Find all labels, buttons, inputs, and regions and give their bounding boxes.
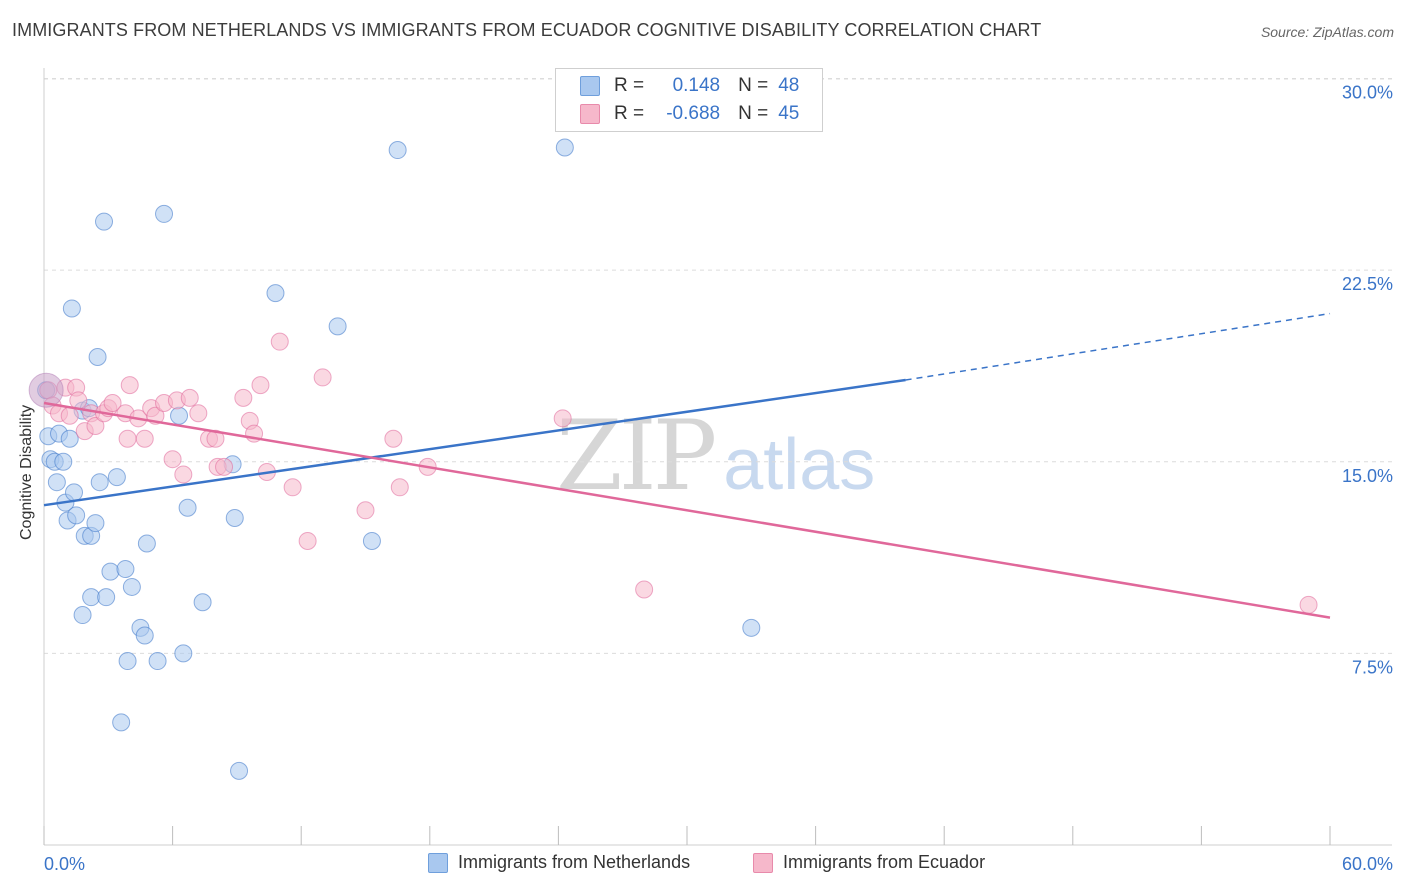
ecuador-point	[1299, 595, 1318, 614]
ecuador-point	[283, 478, 302, 497]
netherlands-point	[62, 299, 81, 318]
netherlands-point	[112, 713, 131, 732]
netherlands-point	[73, 606, 92, 625]
ecuador-point	[553, 409, 572, 428]
netherlands-point	[193, 593, 212, 612]
ecuador-point	[120, 376, 139, 395]
netherlands-point	[362, 531, 381, 550]
legend-r-label: R =	[614, 103, 645, 124]
ecuador-point	[298, 531, 317, 550]
series-legend-ecuador: Immigrants from Ecuador	[753, 852, 985, 873]
ecuador-point	[384, 429, 403, 448]
series-swatch-netherlands	[428, 852, 448, 873]
legend-n-value: 45	[778, 103, 800, 124]
ecuador-point	[215, 457, 234, 476]
y-tick-label: 7.5%	[1352, 657, 1393, 677]
netherlands-point	[135, 626, 154, 645]
netherlands-point	[555, 138, 574, 157]
series-legend: Immigrants from Netherlands Immigrants f…	[0, 852, 1406, 878]
correlation-legend: R = 0.148 N = 48 R = -0.688 N = 45	[555, 68, 823, 132]
x-tick-label: 60.0%	[1342, 854, 1393, 874]
legend-row-ecuador: R = -0.688 N = 45	[580, 102, 799, 126]
netherlands-point	[67, 506, 86, 525]
ecuador-point	[103, 393, 122, 412]
legend-swatch-netherlands	[580, 76, 600, 96]
legend-n-value: 48	[778, 75, 800, 96]
ecuador-point	[206, 429, 225, 448]
x-tick-label: 0.0%	[44, 854, 85, 874]
netherlands-point	[178, 498, 197, 517]
ecuador-point	[234, 388, 253, 407]
ecuador-point	[313, 368, 332, 387]
netherlands-point	[60, 429, 79, 448]
netherlands-point	[170, 406, 189, 425]
ecuador-point	[180, 388, 199, 407]
source-note: Source: ZipAtlas.com	[1260, 24, 1394, 40]
netherlands-point	[118, 652, 137, 671]
netherlands-point	[95, 212, 114, 231]
ecuador-point	[135, 429, 154, 448]
y-tick-label: 22.5%	[1342, 274, 1393, 294]
y-tick-label: 30.0%	[1342, 83, 1393, 103]
netherlands-point	[82, 588, 101, 607]
netherlands-point	[328, 317, 347, 336]
netherlands-point	[116, 560, 135, 579]
ecuador-point	[118, 429, 137, 448]
ecuador-point	[174, 465, 193, 484]
ecuador-point	[390, 478, 409, 497]
legend-n-label: N =	[738, 103, 769, 124]
ecuador-trend-line	[43, 401, 1331, 619]
netherlands-point	[230, 761, 249, 780]
series-swatch-ecuador	[753, 852, 773, 873]
netherlands-point	[97, 588, 116, 607]
netherlands-point	[388, 141, 407, 160]
netherlands-point	[88, 347, 107, 366]
y-tick-label: 15.0%	[1342, 466, 1393, 486]
netherlands-point	[137, 534, 156, 553]
netherlands-trend-extension	[905, 312, 1331, 381]
ecuador-point	[356, 501, 375, 520]
netherlands-point	[155, 204, 174, 223]
netherlands-point	[47, 473, 66, 492]
ecuador-point	[60, 406, 79, 425]
series-label-netherlands: Immigrants from Netherlands	[458, 852, 691, 872]
legend-n-label: N =	[738, 75, 769, 96]
netherlands-point	[65, 483, 84, 502]
netherlands-point	[742, 618, 761, 637]
legend-r-value: 0.148	[672, 75, 721, 96]
ecuador-point	[270, 332, 289, 351]
netherlands-point	[101, 562, 120, 581]
netherlands-point	[90, 473, 109, 492]
netherlands-point	[107, 468, 126, 487]
chart-title: IMMIGRANTS FROM NETHERLANDS VS IMMIGRANT…	[12, 20, 1042, 40]
legend-row-netherlands: R = 0.148 N = 48	[580, 74, 799, 98]
ecuador-point	[189, 404, 208, 423]
netherlands-point	[266, 284, 285, 303]
netherlands-point	[225, 508, 244, 527]
ecuador-point	[69, 391, 88, 410]
netherlands-point	[174, 644, 193, 663]
ecuador-point	[86, 416, 105, 435]
legend-r-label: R =	[614, 75, 645, 96]
series-label-ecuador: Immigrants from Ecuador	[783, 852, 986, 872]
ecuador-point	[251, 376, 270, 395]
ecuador-point	[163, 450, 182, 469]
ecuador-point	[635, 580, 654, 599]
overlap-cluster-point	[28, 372, 64, 408]
legend-swatch-ecuador	[580, 104, 600, 124]
netherlands-point	[86, 514, 105, 533]
netherlands-point	[148, 652, 167, 671]
netherlands-point	[122, 577, 141, 596]
netherlands-point	[54, 452, 73, 471]
legend-r-value: -0.688	[666, 103, 721, 124]
netherlands-trend-line	[43, 378, 906, 507]
series-legend-netherlands: Immigrants from Netherlands	[428, 852, 690, 873]
